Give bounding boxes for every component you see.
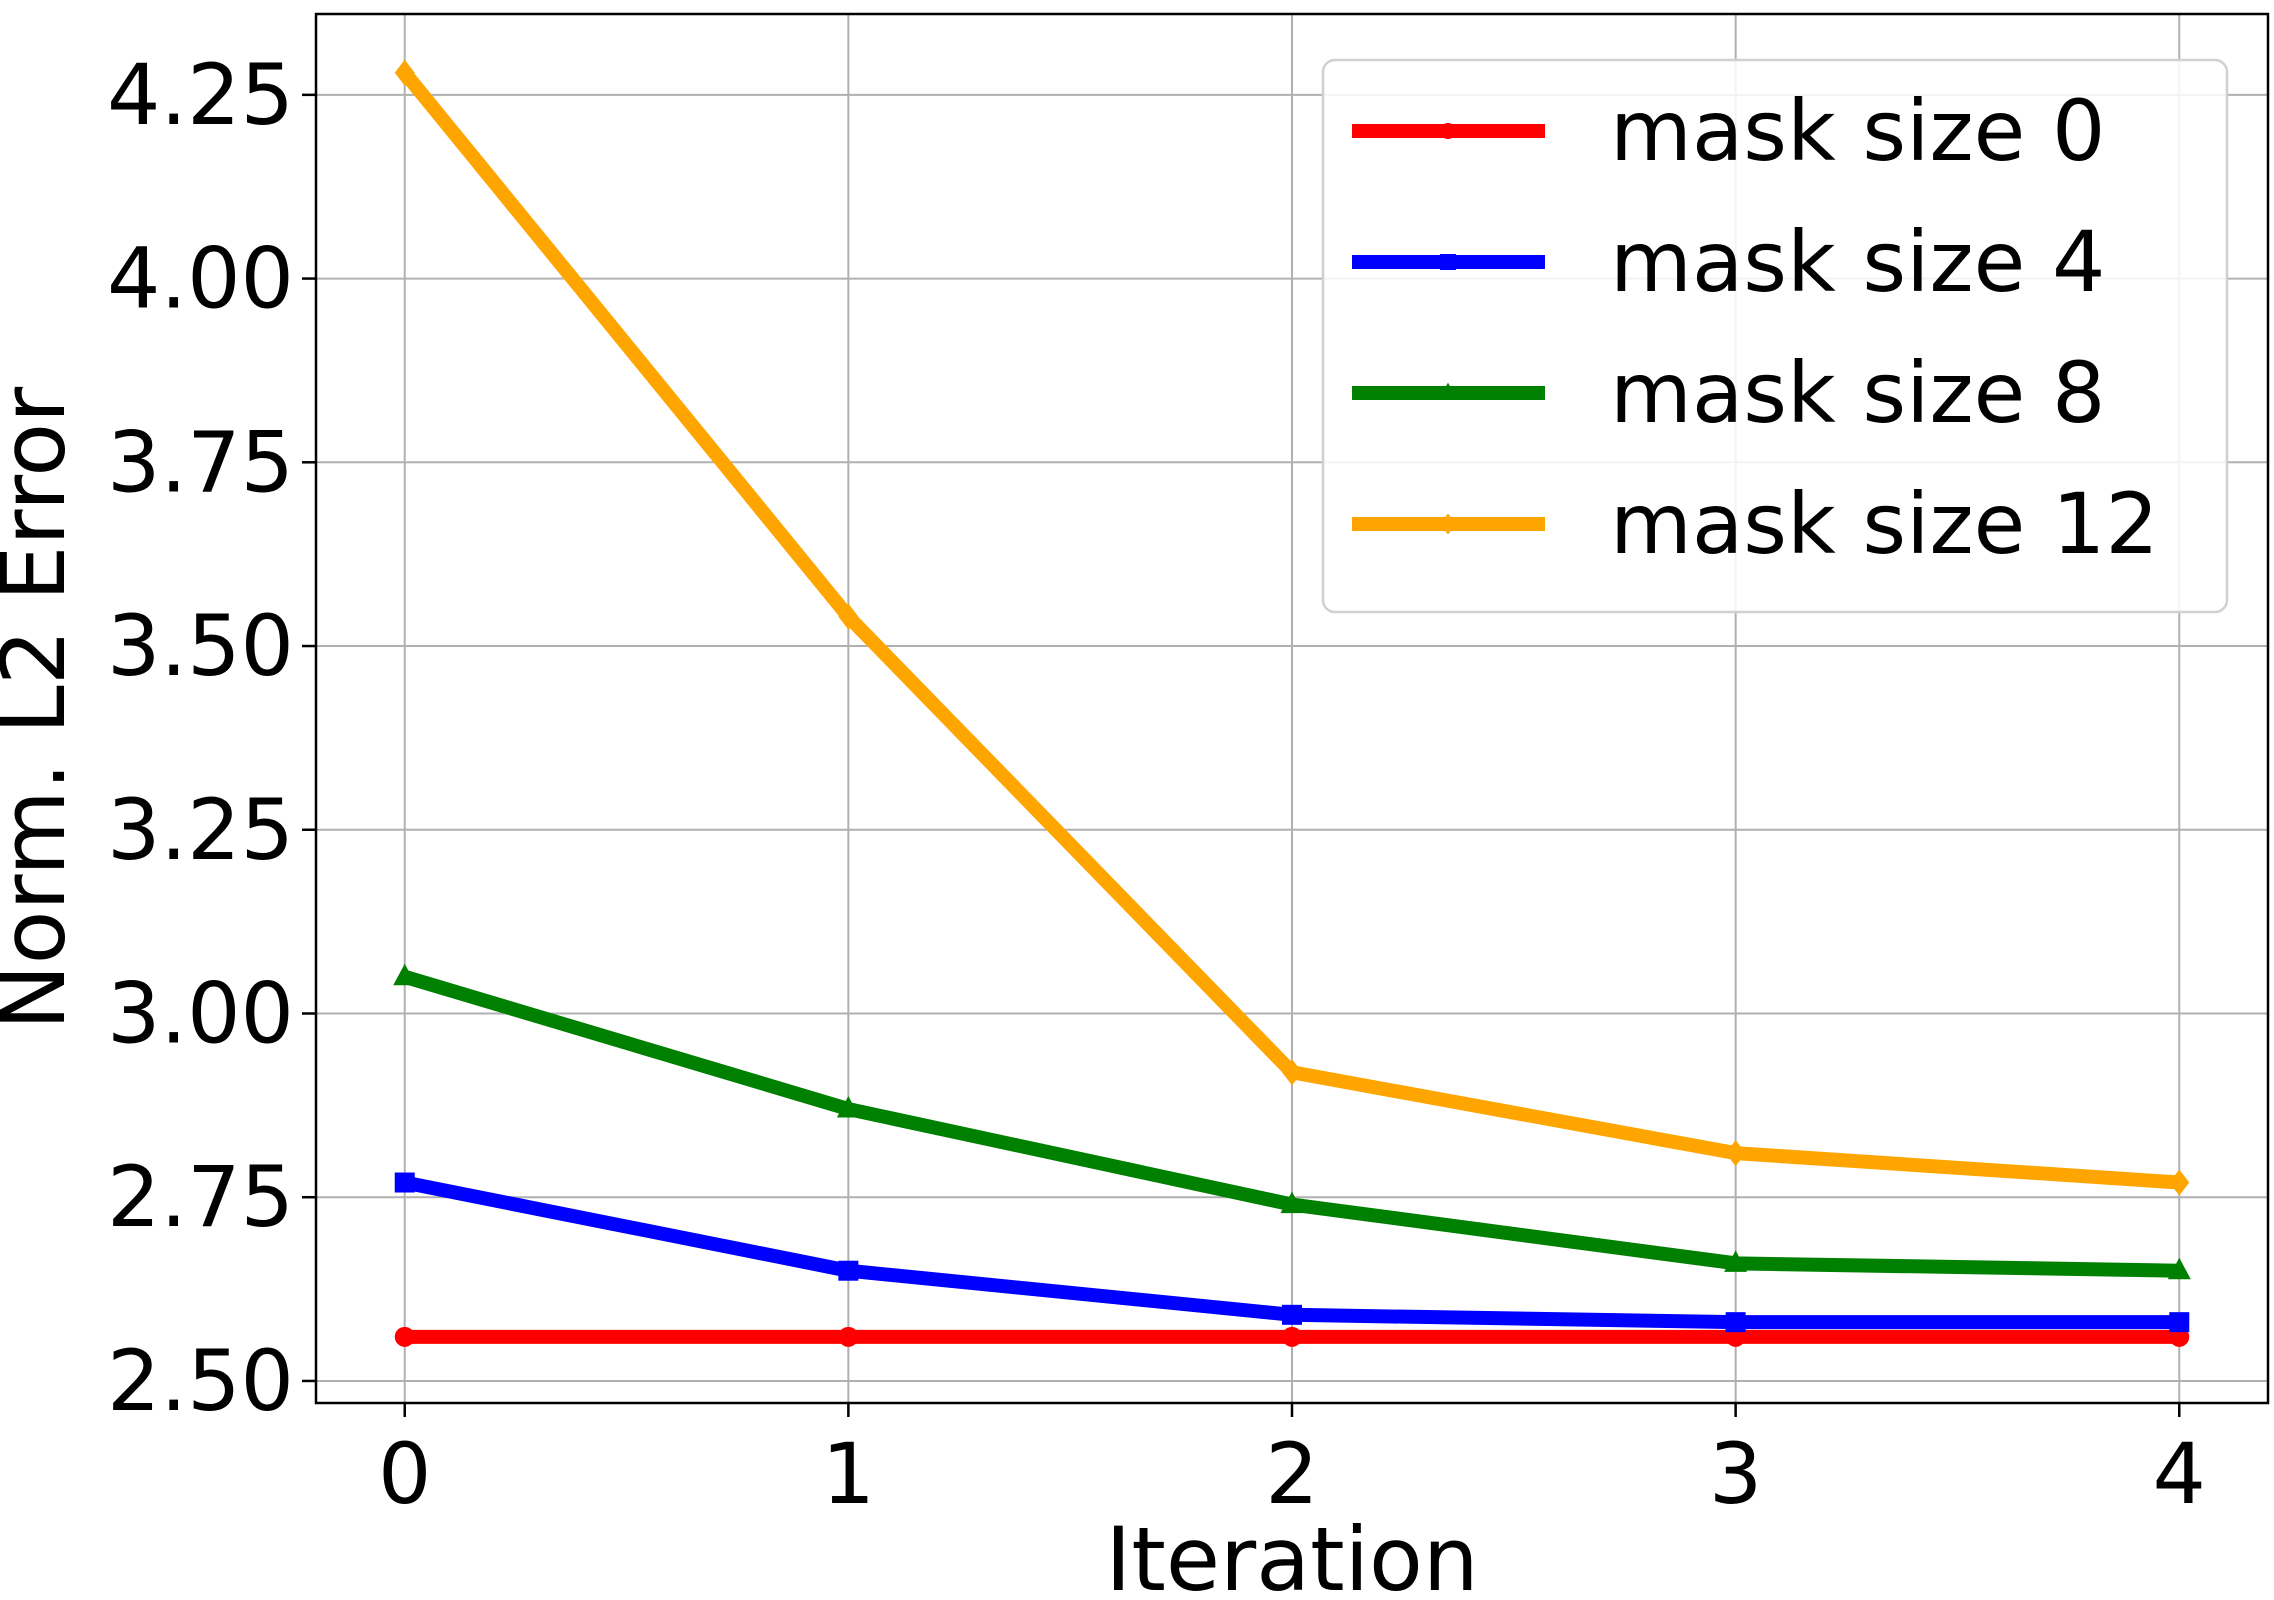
- data-point: [2169, 1169, 2190, 1196]
- series-mask-size-0: [394, 1326, 2190, 1347]
- data-point: [2167, 1257, 2191, 1280]
- legend-marker: [1440, 254, 1456, 270]
- legend-label: mask size 12: [1610, 475, 2159, 573]
- legend-marker: [1440, 123, 1456, 139]
- legend-item: mask size 0: [1352, 82, 2105, 180]
- series-mask-size-4: [394, 1172, 2190, 1333]
- y-tick-label: 3.25: [107, 781, 294, 879]
- legend-marker: [1440, 513, 1456, 535]
- data-point: [838, 1260, 859, 1281]
- y-tick-label: 2.75: [107, 1148, 294, 1246]
- data-point: [838, 603, 859, 630]
- y-tick-label: 3.00: [107, 964, 294, 1062]
- y-axis: 2.50 2.75 3.00 3.25 3.50 3.75 4.00 4.25: [107, 46, 316, 1430]
- x-tick-label: 1: [822, 1425, 875, 1523]
- y-tick-label: 4.00: [107, 230, 294, 328]
- x-tick-label: 0: [378, 1425, 431, 1523]
- x-axis-label: Iteration: [1105, 1508, 1478, 1600]
- data-point: [394, 1172, 415, 1193]
- data-point: [1725, 1140, 1746, 1167]
- data-point: [394, 1326, 415, 1347]
- y-tick-label: 3.50: [107, 597, 294, 695]
- data-point: [1282, 1326, 1302, 1347]
- series-mask-size-12: [394, 59, 2190, 1196]
- legend-label: mask size 4: [1610, 213, 2105, 311]
- data-point: [1724, 1250, 1748, 1272]
- data-point: [1725, 1312, 1746, 1333]
- data-point: [394, 59, 415, 86]
- x-tick-label: 2: [1265, 1425, 1318, 1523]
- x-axis: 0 1 2 3 4: [378, 1403, 2206, 1523]
- legend: mask size 0 mask size 4 mask size 8 mask si…: [1321, 58, 2229, 614]
- y-axis-label: Norm. L2 Error: [0, 386, 85, 1030]
- y-tick-label: 3.75: [107, 413, 294, 511]
- legend-label: mask size 8: [1610, 344, 2105, 442]
- y-tick-label: 2.50: [107, 1332, 294, 1430]
- data-point: [1282, 1059, 1302, 1086]
- legend-label: mask size 0: [1610, 82, 2105, 180]
- legend-item: mask size 8: [1352, 344, 2105, 442]
- x-tick-label: 4: [2153, 1425, 2206, 1523]
- data-point: [1280, 1191, 1304, 1214]
- legend-marker: [1438, 382, 1458, 400]
- series-group: [393, 59, 2191, 1347]
- x-tick-label: 3: [1709, 1425, 1762, 1523]
- legend-item: mask size 4: [1352, 213, 2105, 311]
- legend-item: mask size 12: [1352, 475, 2159, 573]
- data-point: [838, 1326, 859, 1347]
- data-point: [836, 1096, 860, 1118]
- data-point: [393, 963, 417, 986]
- legend-box: [1321, 58, 2229, 614]
- data-point: [2169, 1312, 2190, 1333]
- data-point: [1282, 1304, 1302, 1325]
- y-tick-label: 4.25: [107, 46, 294, 144]
- series-mask-size-8: [393, 963, 2191, 1280]
